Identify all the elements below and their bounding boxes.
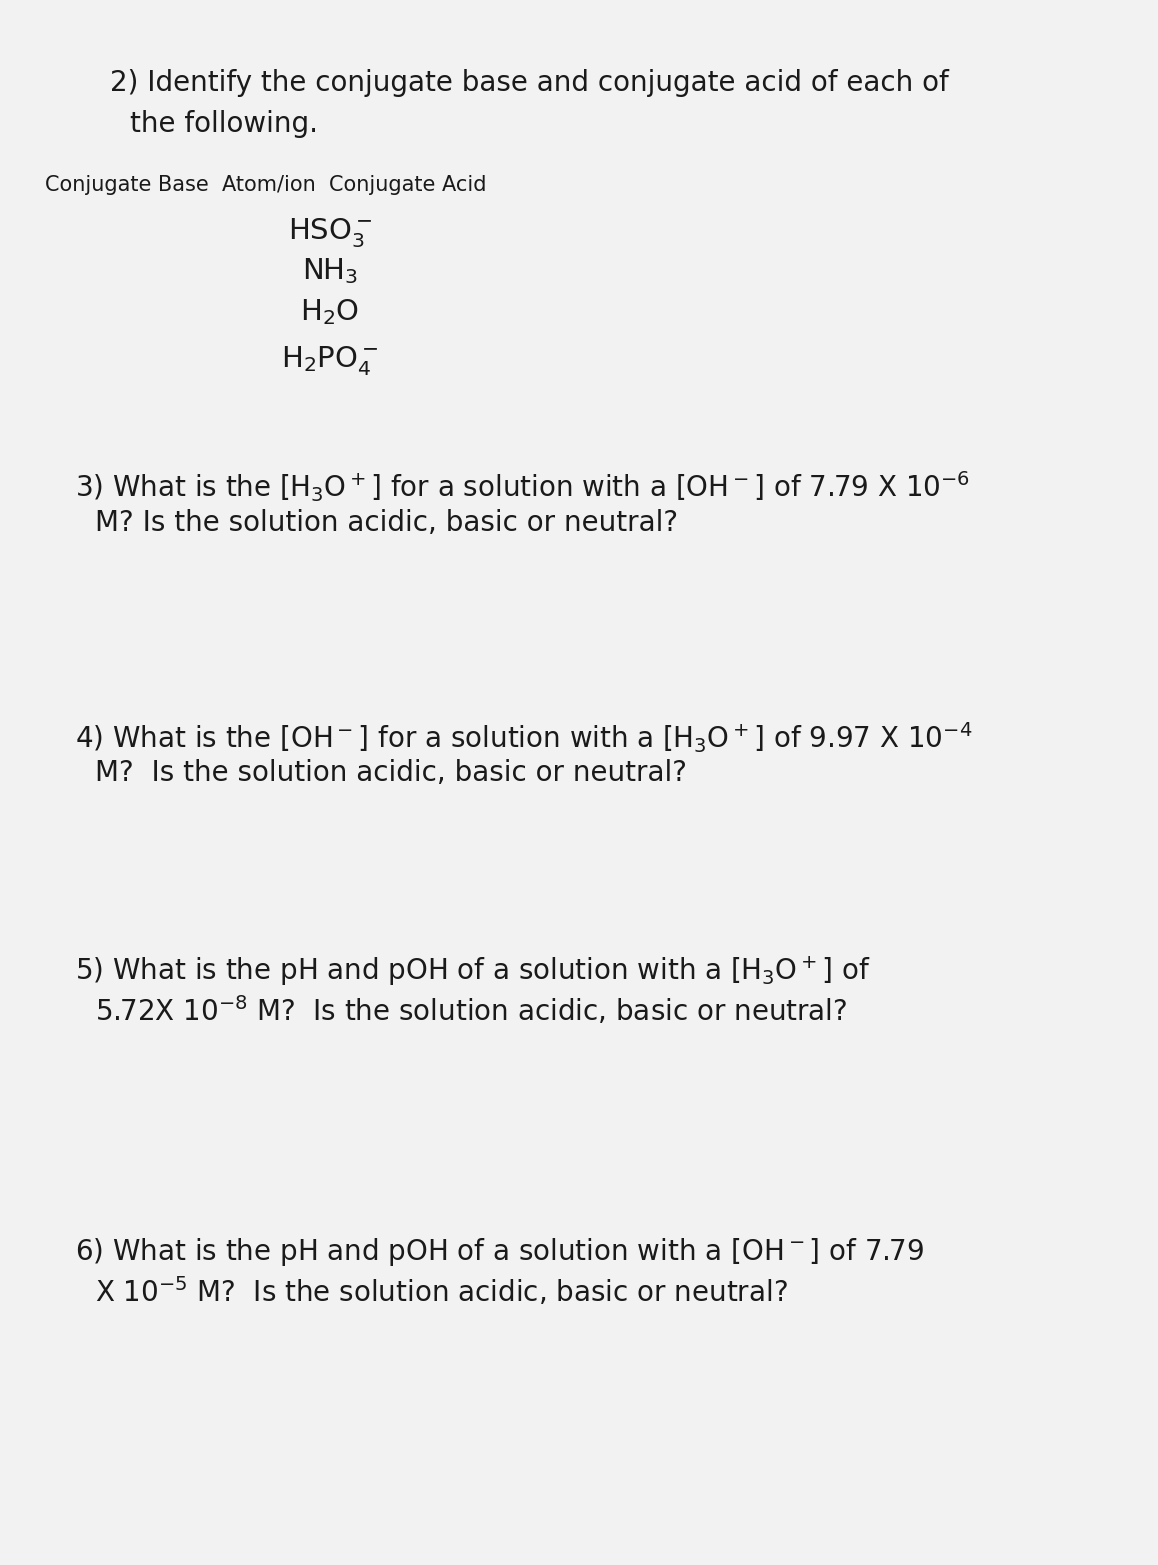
Text: HSO$_3^-$: HSO$_3^-$	[288, 216, 372, 249]
Text: the following.: the following.	[130, 110, 318, 138]
Text: M?  Is the solution acidic, basic or neutral?: M? Is the solution acidic, basic or neut…	[95, 759, 687, 787]
Text: 3) What is the [H$_3$O$^+$] for a solution with a [OH$^-$] of 7.79 X 10$^{-6}$: 3) What is the [H$_3$O$^+$] for a soluti…	[75, 470, 970, 504]
Text: 4) What is the [OH$^-$] for a solution with a [H$_3$O$^+$] of 9.97 X 10$^{-4}$: 4) What is the [OH$^-$] for a solution w…	[75, 720, 973, 754]
Text: Conjugate Base  Atom/ion  Conjugate Acid: Conjugate Base Atom/ion Conjugate Acid	[45, 175, 486, 196]
Text: H$_2$O: H$_2$O	[300, 297, 360, 327]
Text: 5.72X 10$^{-8}$ M?  Is the solution acidic, basic or neutral?: 5.72X 10$^{-8}$ M? Is the solution acidi…	[95, 994, 848, 1027]
Text: H$_2$PO$_4^-$: H$_2$PO$_4^-$	[281, 344, 379, 377]
Text: M? Is the solution acidic, basic or neutral?: M? Is the solution acidic, basic or neut…	[95, 509, 679, 537]
Text: 2) Identify the conjugate base and conjugate acid of each of: 2) Identify the conjugate base and conju…	[110, 69, 948, 97]
Text: 5) What is the pH and pOH of a solution with a [H$_3$O$^+$] of: 5) What is the pH and pOH of a solution …	[75, 955, 871, 989]
Text: X 10$^{-5}$ M?  Is the solution acidic, basic or neutral?: X 10$^{-5}$ M? Is the solution acidic, b…	[95, 1275, 787, 1308]
Text: NH$_3$: NH$_3$	[302, 257, 358, 286]
Text: 6) What is the pH and pOH of a solution with a [OH$^-$] of 7.79: 6) What is the pH and pOH of a solution …	[75, 1236, 924, 1268]
